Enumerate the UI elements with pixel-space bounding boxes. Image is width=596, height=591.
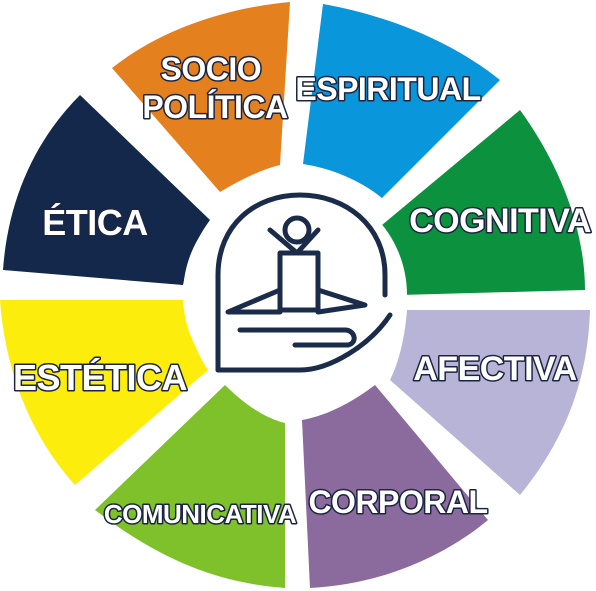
segment-espiritual: ESPIRITUAL xyxy=(294,4,500,198)
segment-etica-label: ÉTICA xyxy=(42,202,148,243)
segment-estetica: ESTÉTICA xyxy=(0,300,208,485)
segment-comunicativa: COMUNICATIVA xyxy=(95,385,299,588)
segment-corporal-label: CORPORAL xyxy=(308,484,487,520)
segment-etica-shape xyxy=(3,95,210,285)
segment-comunicativa-label: COMUNICATIVA xyxy=(104,499,297,529)
segment-afectiva-label: AFECTIVA xyxy=(413,350,576,388)
segment-sociopolitica-shape xyxy=(112,2,290,192)
segment-espiritual-shape xyxy=(303,4,500,198)
segment-corporal-shape xyxy=(302,385,488,588)
segment-cognitiva-shape xyxy=(382,110,585,295)
person-in-hand-icon xyxy=(215,192,393,373)
segment-etica: ÉTICA xyxy=(3,95,210,285)
segment-estetica-shape xyxy=(0,300,208,485)
segment-cognitiva-label: COGNITIVA xyxy=(409,202,591,240)
segment-espiritual-label: ESPIRITUAL xyxy=(295,71,480,107)
segment-sociopolitica: SOCIO POLÍTICA xyxy=(112,2,290,192)
segment-sociopolitica-label: SOCIO POLÍTICA xyxy=(142,51,288,125)
segment-cognitiva: COGNITIVA xyxy=(382,110,593,295)
segment-afectiva: AFECTIVA xyxy=(390,310,590,495)
segment-afectiva-shape xyxy=(390,310,590,495)
center-emblem xyxy=(183,183,407,407)
segment-corporal: CORPORAL xyxy=(302,385,490,588)
segment-estetica-label: ESTÉTICA xyxy=(13,357,188,398)
segment-comunicativa-shape xyxy=(95,385,285,588)
